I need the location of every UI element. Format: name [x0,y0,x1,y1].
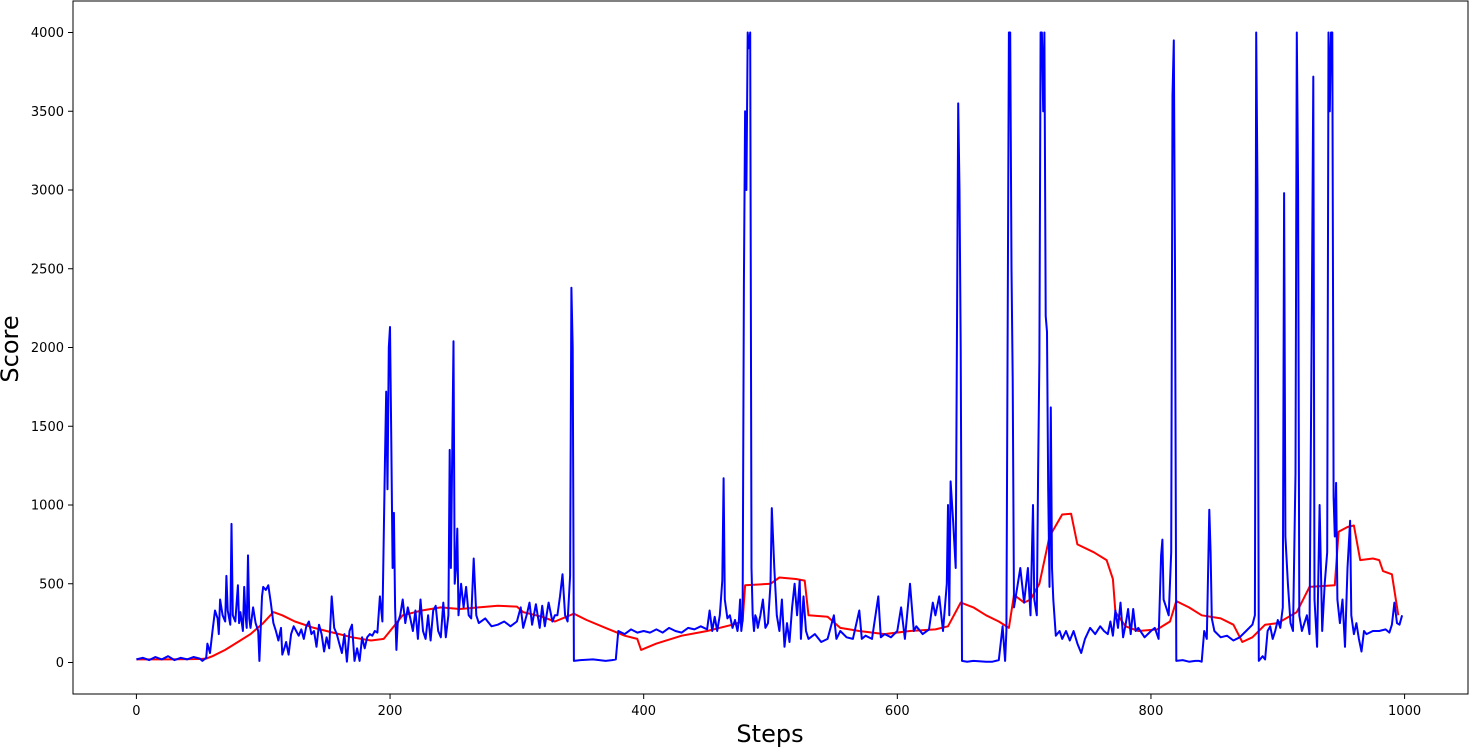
x-tick-label: 0 [132,704,140,719]
y-tick-label: 3500 [31,105,64,120]
x-axis-ticks: 0 200 400 600 800 1000 [132,694,1421,719]
x-tick-label: 400 [631,704,656,719]
x-tick-label: 800 [1139,704,1164,719]
series-line-blue [136,31,1404,663]
series-line-red [136,512,1400,661]
y-tick-label: 0 [56,656,64,671]
x-axis-label: Steps [736,720,803,747]
y-axis-ticks: 0 500 1000 1500 2000 2500 3000 3500 4000 [31,26,73,671]
series-layer [136,31,1404,663]
y-tick-label: 500 [39,577,64,592]
y-tick-label: 1500 [31,420,64,435]
x-tick-label: 600 [885,704,910,719]
y-tick-label: 1000 [31,499,64,514]
y-tick-label: 2500 [31,262,64,277]
y-tick-label: 3000 [31,184,64,199]
x-tick-label: 200 [378,704,403,719]
x-tick-label: 1000 [1388,704,1421,719]
y-tick-label: 4000 [31,26,64,41]
y-axis-label: Score [0,315,24,382]
y-tick-label: 2000 [31,341,64,356]
